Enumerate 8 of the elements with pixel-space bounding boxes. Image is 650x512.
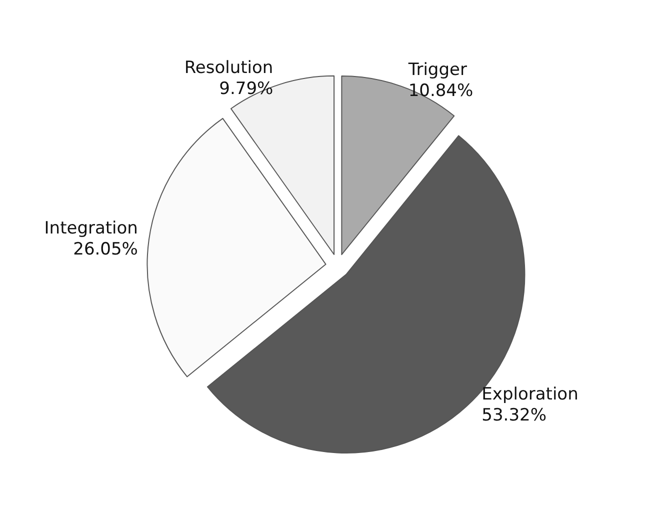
data-label: 9.79% <box>219 79 274 100</box>
data-label: 53.32% <box>482 405 546 426</box>
data-label: 26.05% <box>73 240 138 260</box>
slice-label: Resolution <box>184 58 274 78</box>
data-label: 10.84% <box>408 81 474 102</box>
slice-label: Exploration <box>482 384 578 404</box>
slice-label: Integration <box>44 218 138 239</box>
slice-label: Trigger <box>407 60 467 80</box>
